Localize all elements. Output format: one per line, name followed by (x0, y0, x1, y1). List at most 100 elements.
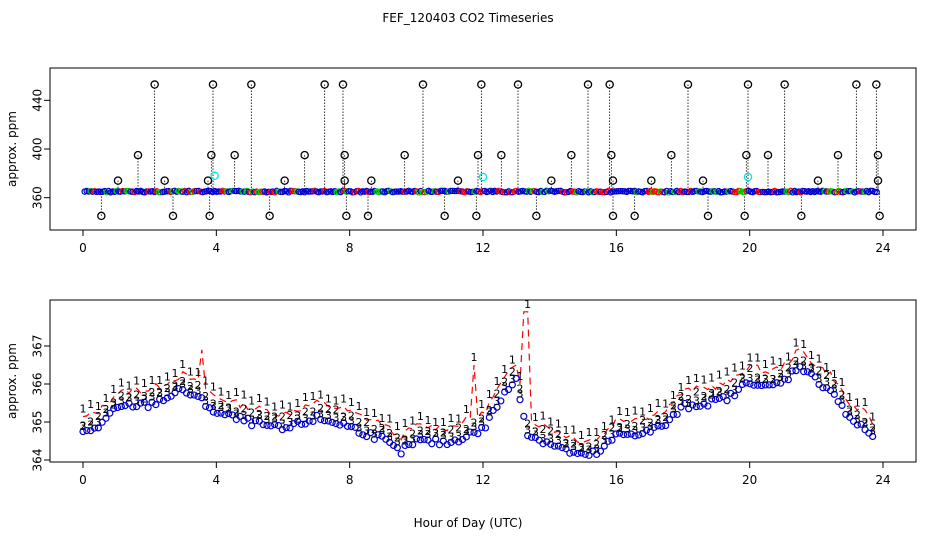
series-1-marker: 1 (547, 415, 554, 428)
series-2-marker: 2 (846, 404, 853, 417)
series-3-marker: 3 (647, 420, 654, 433)
baseline-point (595, 188, 602, 195)
series-1-marker: 1 (425, 414, 432, 427)
series-1-marker: 1 (716, 369, 723, 382)
flag-point (133, 150, 143, 160)
series-3-circle (612, 430, 620, 438)
series-3-marker: 3 (793, 359, 800, 372)
series-1-marker: 1 (279, 399, 286, 412)
series-1-marker: 1 (371, 407, 378, 420)
series-2-marker: 2 (555, 428, 562, 441)
series-3-circle (616, 429, 624, 437)
series-1-marker: 1 (616, 405, 623, 418)
series-3-circle (784, 376, 792, 384)
series-3-circle (320, 417, 329, 425)
flag-point (338, 80, 348, 89)
baseline-point (857, 188, 864, 195)
flag-point (513, 80, 523, 89)
series-2-marker: 2 (103, 403, 110, 416)
series-2-marker: 2 (133, 388, 140, 401)
series-1-marker: 1 (854, 396, 861, 409)
series-2-marker: 2 (80, 420, 87, 433)
series-2-marker: 2 (632, 420, 639, 433)
series-3-marker: 3 (578, 441, 585, 454)
series-1-marker: 1 (225, 389, 232, 402)
bottom-x-tick-label: 20 (742, 473, 757, 487)
series-2-marker: 2 (593, 438, 600, 451)
series-2-marker: 2 (409, 428, 416, 441)
series-3-circle (516, 396, 524, 404)
baseline-point (451, 187, 458, 195)
flag-point (852, 80, 861, 89)
series-3-marker: 3 (103, 406, 110, 419)
series-2-marker: 2 (501, 375, 508, 388)
flag-point (473, 150, 483, 160)
series-3-circle (834, 398, 842, 406)
top-y-tick-label: 400 (31, 138, 45, 161)
series-1-marker: 1 (103, 392, 110, 405)
baseline-point (277, 188, 284, 196)
series-3-marker: 3 (639, 422, 646, 435)
series-3-circle (826, 386, 835, 395)
series-1-marker: 1 (808, 349, 815, 362)
figure-title: FEF_120403 CO2 Timeseries (382, 11, 553, 25)
baseline-point (443, 188, 450, 195)
series-2-marker: 2 (179, 375, 186, 388)
series-1-marker: 1 (172, 367, 179, 380)
series-3-marker: 3 (494, 395, 501, 408)
series-3-circle (750, 381, 758, 389)
top-axes: 0 4 8 12 16 20 24 360 400 440 (31, 89, 891, 255)
series-3-circle (263, 421, 271, 429)
series-3-circle (742, 379, 750, 387)
series-3-marker: 3 (118, 395, 125, 408)
series-3-circle (113, 403, 122, 412)
series-2-marker: 2 (455, 422, 462, 435)
top-x-tick-label: 24 (875, 241, 890, 255)
series-1-marker: 1 (747, 351, 754, 364)
series-3-circle (470, 428, 478, 436)
series-3-marker: 3 (478, 415, 485, 428)
series-3-marker: 3 (402, 434, 409, 447)
series-3-circle (156, 395, 164, 403)
baseline-point (823, 188, 830, 195)
flag-point (813, 176, 823, 185)
series-2-marker: 2 (172, 379, 179, 392)
series-1-marker: 1 (662, 398, 669, 411)
series-3-circle (838, 401, 846, 409)
series-3-circle (688, 401, 697, 409)
series-3-circle (144, 403, 152, 412)
series-1-marker: 1 (440, 416, 447, 429)
series-3-circle (711, 395, 720, 404)
series-3-circle (761, 381, 769, 389)
flag-point (150, 80, 159, 89)
flag-point (208, 80, 218, 89)
series-2-marker: 2 (639, 414, 646, 427)
series-3-marker: 3 (708, 387, 715, 400)
series-3-circle (708, 395, 716, 403)
series-2-marker: 2 (731, 377, 738, 390)
series-1-marker: 1 (785, 350, 792, 363)
series-3-circle (428, 440, 436, 448)
series-3-circle (558, 444, 566, 452)
series-3-marker: 3 (394, 436, 401, 449)
series-3-circle (370, 435, 378, 444)
series-2-marker: 2 (310, 405, 317, 418)
flag-point (703, 211, 713, 221)
series-1-marker: 1 (570, 424, 577, 437)
series-1-marker: 1 (118, 376, 125, 389)
series-3-circle (202, 402, 210, 411)
series-3-circle (715, 394, 723, 402)
series-2-marker: 2 (685, 393, 692, 406)
series-2-marker: 2 (126, 391, 133, 404)
cyan-point (210, 171, 219, 181)
bottom-x-tick-label: 24 (875, 473, 890, 487)
series-3-marker: 3 (95, 416, 102, 429)
series-3-marker: 3 (371, 427, 378, 440)
series-1-marker: 1 (501, 363, 508, 376)
series-3-marker: 3 (747, 372, 754, 385)
series-2-marker: 2 (494, 387, 501, 400)
series-3-marker: 3 (609, 428, 616, 441)
series-3-circle (424, 436, 432, 444)
series-3-circle (777, 379, 785, 387)
series-1-marker: 1 (670, 389, 677, 402)
